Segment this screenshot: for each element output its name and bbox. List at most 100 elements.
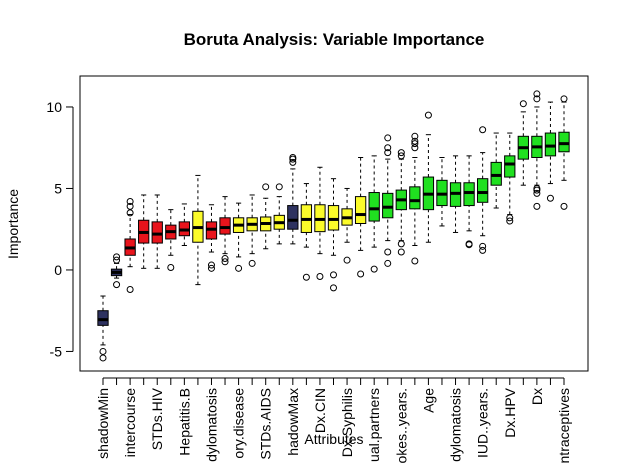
x-tick-label: hadowMax	[285, 388, 301, 456]
outlier-point	[357, 270, 365, 278]
outlier-point	[533, 95, 541, 103]
box-34	[558, 95, 570, 210]
box-31	[517, 100, 529, 186]
x-tick-label: IUD..years.	[475, 388, 491, 458]
y-tick-label: 5	[54, 180, 62, 196]
box-2	[124, 197, 136, 294]
box-6	[178, 203, 191, 247]
outlier-point	[126, 197, 134, 205]
x-tick-label: ntraceptives	[556, 388, 572, 463]
box-12	[260, 183, 272, 250]
outlier-point	[343, 256, 351, 264]
outlier-point	[424, 111, 432, 119]
x-tick-label: shadowMin	[95, 388, 111, 459]
box-23	[409, 132, 421, 265]
outlier-point	[465, 240, 473, 248]
y-axis: -5 0 5 10	[46, 99, 74, 359]
box-4	[151, 194, 163, 269]
outlier-point	[411, 132, 419, 140]
box-11	[246, 194, 258, 267]
box-body	[490, 161, 502, 186]
box-18	[341, 187, 353, 264]
box-0	[97, 295, 109, 362]
chart-title: Boruta Analysis: Variable Importance	[183, 30, 485, 49]
outlier-point	[384, 134, 392, 142]
box-body	[287, 205, 299, 230]
outlier-point	[397, 152, 405, 160]
outlier-point	[330, 271, 337, 279]
box-body	[382, 192, 394, 219]
outlier-point	[397, 240, 405, 248]
outlier-point	[384, 248, 392, 256]
outlier-point	[533, 189, 541, 197]
box-body	[476, 178, 489, 203]
box-5	[165, 209, 177, 272]
outlier-point	[384, 149, 392, 157]
x-tick-label: STDs.AIDS	[258, 388, 274, 460]
y-tick-label: 10	[46, 99, 62, 115]
x-tick-label: Dx.CIN	[312, 388, 328, 433]
outlier-point	[126, 286, 134, 294]
box-27	[463, 155, 475, 249]
x-tick-label: Dx.HPV	[502, 387, 518, 437]
box-body	[151, 221, 163, 244]
outlier-point	[99, 354, 107, 362]
outlier-point	[397, 149, 405, 157]
box-22	[395, 149, 407, 256]
x-axis-title: Attributes	[304, 431, 363, 447]
box-13	[273, 183, 285, 245]
outlier-point	[479, 126, 487, 134]
y-axis-title: Importance	[5, 189, 21, 259]
x-tick-label: Dx.Syphilis	[339, 388, 355, 457]
outlier-point	[235, 264, 243, 272]
box-20	[368, 155, 380, 273]
box-29	[490, 132, 502, 209]
outlier-point	[546, 194, 554, 202]
box-body	[219, 217, 231, 235]
box-body	[558, 131, 570, 153]
box-body	[368, 192, 380, 222]
outlier-point	[479, 242, 487, 250]
outlier-point	[560, 202, 568, 210]
outlier-point	[113, 256, 121, 264]
box-25	[436, 156, 448, 227]
outlier-point	[370, 265, 378, 273]
outlier-point	[221, 255, 229, 263]
x-tick-label: Hepatitis.B	[176, 388, 192, 456]
outlier-point	[126, 202, 134, 210]
outlier-point	[207, 264, 215, 272]
box-3	[138, 194, 150, 269]
outlier-point	[411, 144, 419, 152]
box-8	[205, 204, 218, 272]
x-tick-label: STDs.HIV	[149, 387, 165, 450]
outlier-point	[384, 144, 392, 152]
box-30	[504, 132, 516, 225]
outlier-point	[302, 273, 310, 281]
box-17	[327, 178, 340, 292]
box-body	[97, 310, 109, 326]
x-tick-label: dylomatosis	[203, 388, 219, 462]
outlier-point	[113, 281, 121, 289]
x-tick-label: intercourse	[122, 388, 138, 457]
box-26	[449, 155, 462, 233]
outlier-point	[113, 253, 121, 261]
box-19	[354, 156, 367, 278]
outlier-point	[506, 217, 514, 225]
box-28	[476, 126, 489, 254]
box-7	[192, 174, 204, 286]
outlier-point	[289, 158, 297, 166]
box-body	[354, 196, 367, 225]
box-21	[382, 134, 394, 267]
outlier-point	[384, 259, 392, 267]
outlier-point	[479, 246, 487, 254]
box-body	[504, 155, 516, 178]
outlier-point	[533, 90, 541, 98]
outlier-point	[99, 347, 107, 355]
outlier-point	[289, 153, 297, 161]
outlier-point	[397, 248, 405, 256]
box-24	[422, 111, 435, 243]
outlier-point	[126, 209, 134, 217]
y-tick-label: 0	[54, 262, 62, 278]
x-tick-label: Dx	[529, 388, 545, 405]
box-32	[531, 90, 543, 210]
